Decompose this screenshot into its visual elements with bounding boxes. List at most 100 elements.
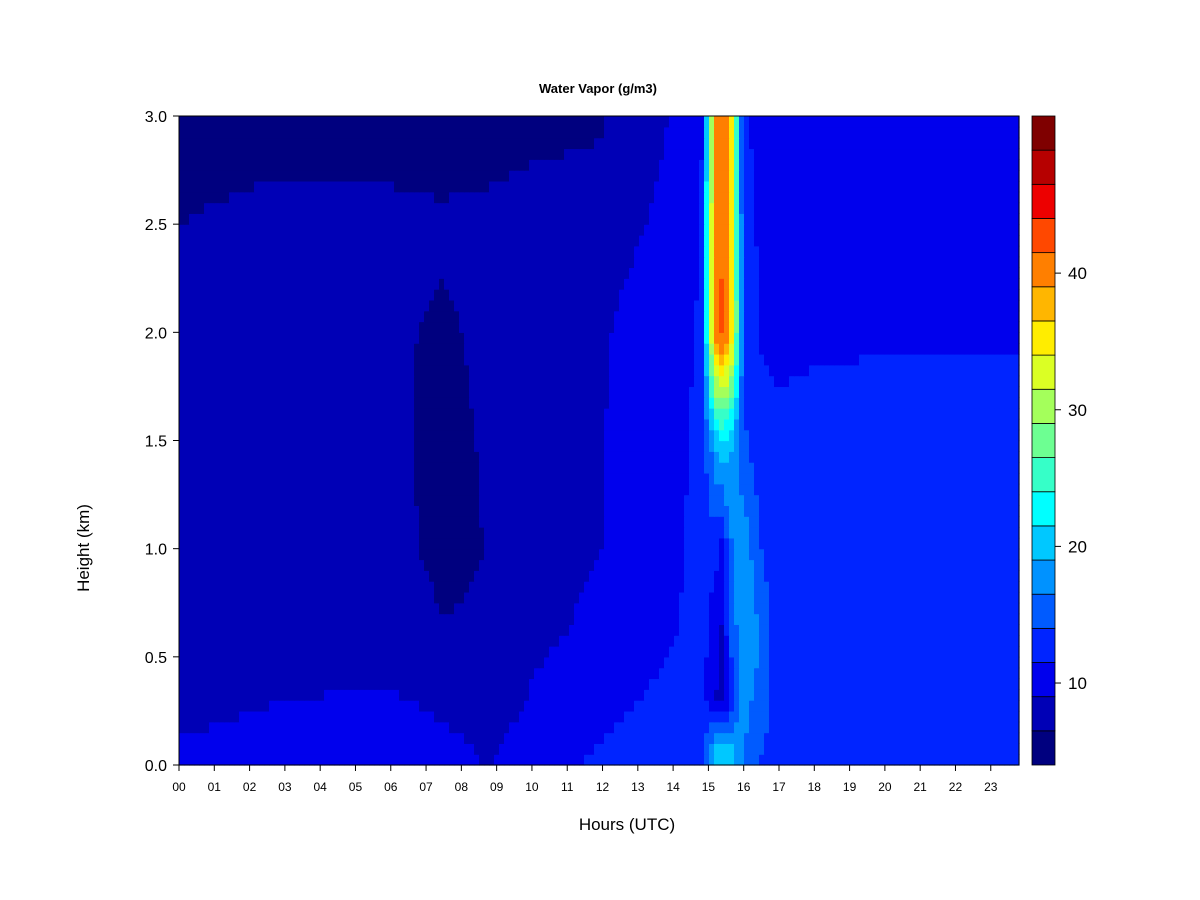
heatmap-cell (749, 570, 755, 582)
heatmap-cell (989, 570, 995, 582)
heatmap-cell (804, 656, 810, 669)
heatmap-cell (924, 451, 930, 463)
heatmap-cell (464, 548, 470, 561)
heatmap-cell (659, 689, 665, 701)
heatmap-cell (879, 472, 885, 485)
heatmap-cell (389, 548, 395, 561)
heatmap-cell (214, 656, 220, 669)
heatmap-cell (389, 483, 395, 496)
heatmap-cell (1004, 754, 1010, 766)
heatmap-cell (489, 559, 495, 571)
heatmap-cell (644, 581, 650, 593)
heatmap-cell (949, 494, 955, 506)
heatmap-cell (249, 527, 255, 539)
heatmap-cell (404, 602, 410, 615)
heatmap-cell (384, 646, 390, 658)
heatmap-cell (684, 602, 690, 615)
heatmap-cell (599, 732, 605, 744)
heatmap-cell (204, 678, 210, 690)
heatmap-cell (824, 494, 830, 506)
heatmap-cell (694, 451, 700, 463)
heatmap-cell (924, 591, 930, 604)
heatmap-cell (224, 646, 230, 658)
heatmap-cell (839, 689, 845, 701)
heatmap-cell (569, 743, 575, 755)
heatmap-cell (404, 505, 410, 517)
heatmap-cell (564, 462, 570, 474)
heatmap-cell (384, 602, 390, 615)
heatmap-cell (714, 527, 720, 539)
heatmap-cell (824, 505, 830, 517)
heatmap-cell (909, 721, 915, 734)
heatmap-cell (529, 710, 535, 723)
heatmap-cell (524, 721, 530, 734)
heatmap-cell (909, 527, 915, 539)
heatmap-cell (1004, 516, 1010, 528)
heatmap-cell (549, 494, 555, 506)
heatmap-cell (594, 462, 600, 474)
heatmap-cell (724, 451, 730, 463)
heatmap-cell (404, 462, 410, 474)
heatmap-cell (269, 754, 275, 766)
heatmap-cell (239, 581, 245, 593)
heatmap-cell (669, 451, 675, 463)
heatmap-cell (1009, 581, 1015, 593)
heatmap-cell (399, 656, 405, 669)
heatmap-cell (344, 440, 350, 452)
heatmap-cell (309, 440, 315, 452)
heatmap-cell (214, 667, 220, 680)
heatmap-cell (314, 656, 320, 669)
heatmap-cell (189, 440, 195, 452)
heatmap-cell (899, 494, 905, 506)
heatmap-cell (754, 667, 760, 680)
heatmap-cell (679, 656, 685, 669)
heatmap-cell (419, 472, 425, 485)
heatmap-cell (944, 548, 950, 561)
heatmap-cell (594, 570, 600, 582)
heatmap-cell (654, 732, 660, 744)
heatmap-cell (204, 516, 210, 528)
heatmap-cell (279, 667, 285, 680)
heatmap-cell (649, 635, 655, 647)
heatmap-cell (469, 721, 475, 734)
heatmap-cell (339, 689, 345, 701)
heatmap-cell (924, 721, 930, 734)
heatmap-cell (909, 483, 915, 496)
heatmap-cell (534, 559, 540, 571)
heatmap-cell (304, 646, 310, 658)
heatmap-cell (839, 494, 845, 506)
heatmap-cell (409, 754, 415, 766)
heatmap-cell (644, 602, 650, 615)
heatmap-cell (834, 635, 840, 647)
heatmap-cell (829, 646, 835, 658)
heatmap-cell (419, 635, 425, 647)
heatmap-cell (644, 527, 650, 539)
heatmap-cell (719, 537, 725, 550)
heatmap-cell (354, 570, 360, 582)
heatmap-cell (279, 516, 285, 528)
heatmap-cell (549, 462, 555, 474)
heatmap-cell (994, 710, 1000, 723)
heatmap-cell (709, 754, 715, 766)
heatmap-cell (739, 721, 745, 734)
heatmap-cell (734, 451, 740, 463)
heatmap-cell (659, 516, 665, 528)
heatmap-cell (934, 472, 940, 485)
heatmap-cell (894, 678, 900, 690)
heatmap-cell (559, 602, 565, 615)
heatmap-cell (514, 689, 520, 701)
heatmap-cell (444, 505, 450, 517)
heatmap-cell (879, 656, 885, 669)
heatmap-cell (699, 516, 705, 528)
heatmap-cell (269, 559, 275, 571)
heatmap-cell (859, 559, 865, 571)
heatmap-cell (849, 754, 855, 766)
heatmap-cell (229, 462, 235, 474)
heatmap-cell (869, 689, 875, 701)
heatmap-cell (509, 721, 515, 734)
heatmap-cell (754, 440, 760, 452)
heatmap-cell (584, 700, 590, 712)
heatmap-cell (1004, 548, 1010, 561)
heatmap-cell (824, 689, 830, 701)
heatmap-cell (944, 451, 950, 463)
